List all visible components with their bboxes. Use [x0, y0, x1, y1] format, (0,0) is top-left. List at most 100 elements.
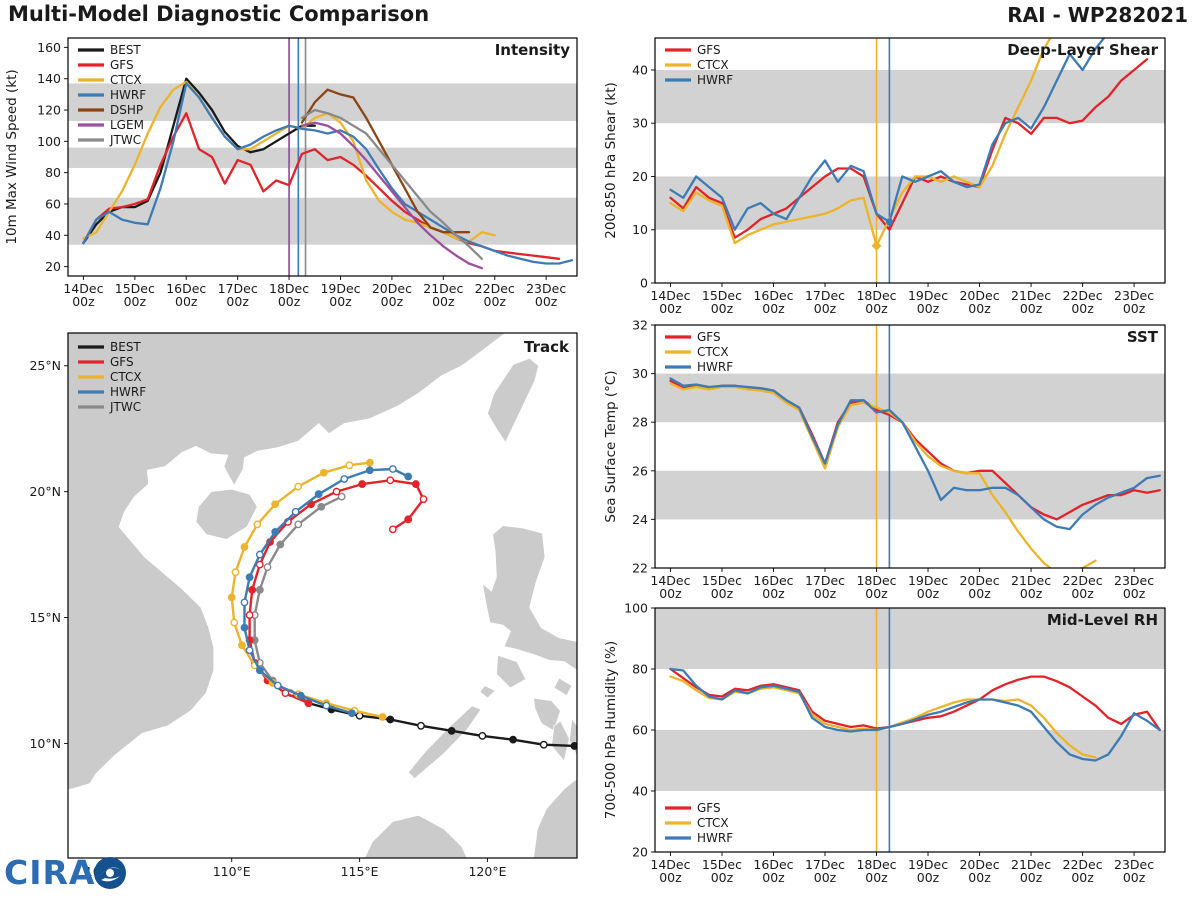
x-tick-label: 00z: [968, 870, 991, 885]
track-marker-HWRF: [240, 623, 249, 632]
x-tick-label: 00z: [1071, 586, 1094, 600]
x-tick-label: 17Dec: [218, 281, 258, 296]
x-tick-label: 18Dec: [856, 857, 896, 872]
series-HWRF: [669, 377, 1161, 531]
x-tick-label: 23Dec: [1114, 573, 1154, 588]
legend-label-HWRF: HWRF: [110, 88, 146, 102]
y-tick-label: 80: [632, 662, 648, 677]
cira-logo: CIRA: [4, 853, 129, 892]
x-tick-label: 00z: [865, 301, 888, 316]
track-marker-GFS: [248, 585, 257, 594]
track-marker-GFS: [388, 525, 397, 534]
track-marker-HWRF: [322, 701, 331, 710]
x-tick-label: 00z: [814, 301, 837, 316]
lon-tick-label: 115°E: [341, 864, 379, 879]
legend-label-CTCX: CTCX: [697, 58, 729, 72]
lat-tick-label: 25°N: [29, 358, 61, 373]
x-tick-label: 17Dec: [805, 857, 845, 872]
x-tick-label: 00z: [432, 294, 455, 309]
track-marker-HWRF: [340, 475, 349, 483]
x-tick-label: 00z: [1020, 301, 1043, 316]
x-tick-label: 19Dec: [908, 288, 948, 303]
x-tick-label: 20Dec: [372, 281, 412, 296]
x-tick-label: 14Dec: [650, 573, 690, 588]
land-asia-mainland: [68, 333, 507, 791]
track-marker-HWRF: [255, 666, 264, 675]
x-tick-label: 00z: [535, 294, 558, 309]
legend-label-HWRF: HWRF: [697, 73, 733, 87]
panel-title: Deep-Layer Shear: [1007, 41, 1158, 59]
track-marker-CTCX: [365, 458, 374, 467]
legend-label-BEST: BEST: [110, 43, 141, 57]
x-tick-label: 00z: [711, 301, 734, 316]
y-tick-label: 30: [632, 116, 648, 131]
track-marker-CTCX: [238, 641, 246, 650]
logo-swirl-2: [101, 875, 121, 881]
y-tick-label: 40: [45, 228, 61, 243]
track-marker-HWRF: [245, 646, 254, 655]
plot-border: [654, 324, 1166, 569]
y-tick-label: 28: [632, 415, 648, 430]
y-tick-label: 40: [632, 784, 648, 799]
land-luzon: [481, 525, 577, 671]
lat-tick-label: 10°N: [29, 736, 61, 751]
legend-label-CTCX: CTCX: [697, 816, 729, 830]
track-marker-GFS: [386, 476, 395, 485]
x-tick-label: 19Dec: [908, 857, 948, 872]
track-marker-GFS: [411, 480, 420, 488]
track-marker-GFS: [255, 560, 264, 569]
x-tick-label: 21Dec: [423, 281, 463, 296]
y-tick-label: 120: [37, 103, 61, 118]
series-CTCX: [669, 382, 1097, 568]
panel-title: SST: [1127, 328, 1159, 346]
x-tick-label: 14Dec: [650, 288, 690, 303]
track-marker-GFS: [419, 495, 428, 504]
y-tick-label: 140: [37, 71, 61, 86]
sst-panel: 14Dec 00z 15Dec 00z 16Dec 00z 17Dec 00z 18Dec 00z…: [600, 312, 1200, 600]
shading-band: [68, 147, 577, 168]
legend-label-GFS: GFS: [697, 330, 721, 344]
track-marker-HWRF: [348, 709, 356, 718]
legend-label-HWRF: HWRF: [697, 831, 733, 845]
track-marker-BEST: [509, 735, 517, 744]
x-tick-label: 22Dec: [1063, 573, 1103, 588]
y-axis-label: 10m Max Wind Speed (kt): [4, 69, 20, 244]
track-marker-HWRF: [296, 691, 305, 700]
track-marker-CTCX: [271, 500, 280, 509]
track-marker-CTCX: [240, 543, 249, 551]
x-tick-label: 14Dec: [63, 281, 103, 296]
x-tick-label: 00z: [917, 301, 940, 316]
shading-band: [68, 197, 577, 245]
x-tick-label: 00z: [124, 294, 147, 309]
series-DSHP: [300, 88, 471, 234]
y-tick-label: 20: [45, 259, 61, 274]
track-marker-BEST: [478, 731, 487, 740]
y-tick-label: 40: [632, 62, 648, 77]
track-marker-HWRF: [388, 465, 397, 473]
series-GFS: [669, 58, 1149, 239]
track-layer: [227, 458, 577, 750]
x-tick-label: 23Dec: [526, 281, 566, 296]
x-tick-label: 22Dec: [1063, 857, 1103, 872]
x-tick-label: 16Dec: [166, 281, 206, 296]
x-tick-label: 00z: [278, 294, 301, 309]
x-tick-label: 18Dec: [856, 573, 896, 588]
x-tick-label: 14Dec: [650, 857, 690, 872]
x-tick-label: 21Dec: [1011, 573, 1051, 588]
x-tick-label: 00z: [1123, 586, 1146, 600]
x-tick-label: 00z: [762, 586, 785, 600]
x-tick-label: 00z: [659, 586, 682, 600]
x-tick-label: 20Dec: [959, 288, 999, 303]
y-tick-label: 24: [632, 512, 648, 527]
x-tick-label: 00z: [659, 870, 682, 885]
plot-border: [654, 37, 1166, 284]
shear-panel: 14Dec 00z 15Dec 00z 16Dec 00z 17Dec 00z 18Dec 00z…: [600, 26, 1200, 316]
series-CTCX: [669, 38, 1052, 247]
x-tick-label: 00z: [659, 301, 682, 316]
marker-CTCX: [871, 240, 882, 251]
x-tick-label: 15Dec: [702, 573, 742, 588]
x-tick-label: 16Dec: [753, 857, 793, 872]
x-tick-label: 19Dec: [908, 573, 948, 588]
x-tick-label: 00z: [814, 586, 837, 600]
